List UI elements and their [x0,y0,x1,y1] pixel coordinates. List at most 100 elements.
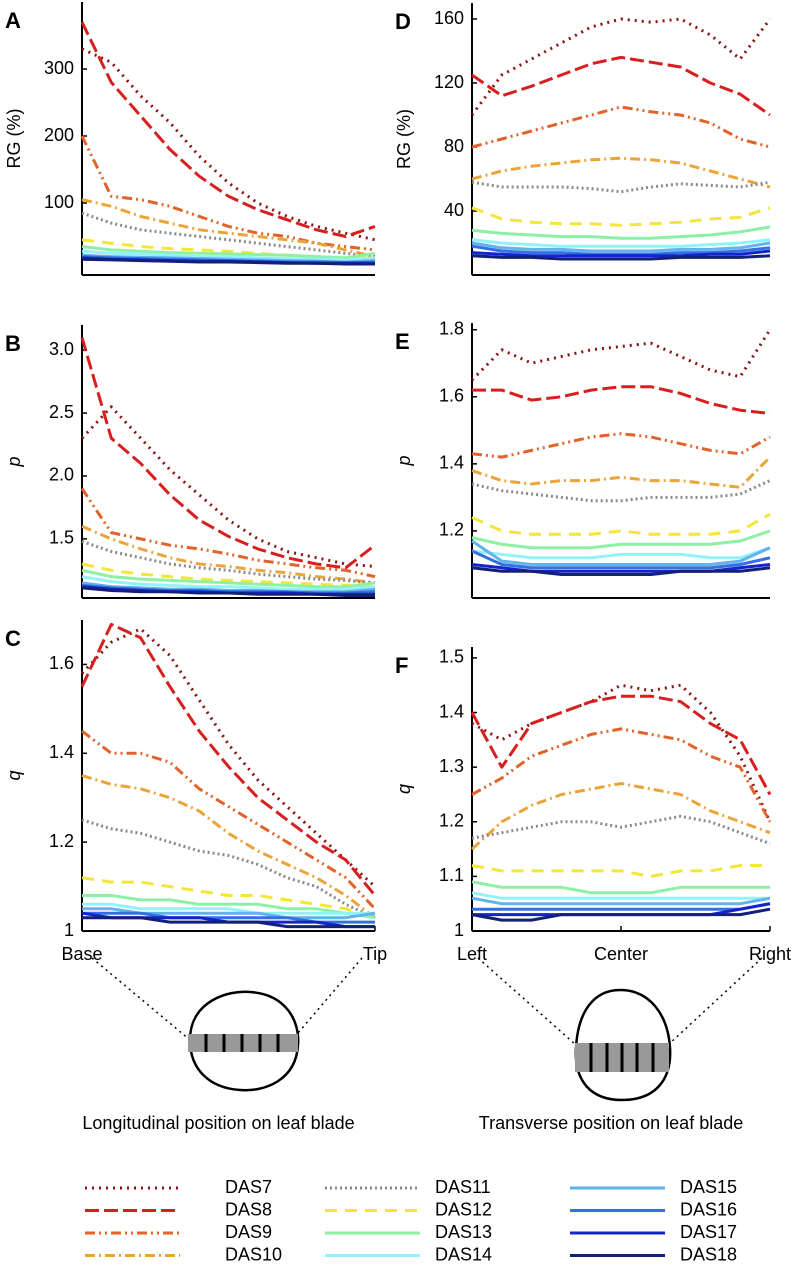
y-axis-label: q [394,784,414,794]
series-line [80,135,376,252]
legend-label: DAS14 [435,1244,492,1264]
legend-label: DAS18 [680,1244,737,1264]
guide-line [291,957,363,1041]
y-tick-label: 160 [434,8,464,28]
series-line [81,911,375,929]
y-tick-label: 1.2 [439,811,464,831]
series-line [81,198,376,259]
y-tick-label: 1.3 [439,756,464,776]
series-line [471,566,771,576]
y-tick-label: 120 [434,72,464,92]
legend-label: DAS17 [680,1222,737,1242]
y-tick-label: 1.4 [439,453,464,473]
y-tick-label: 1.2 [49,831,74,851]
legend-label: DAS8 [225,1199,272,1219]
x-tick-label: Tip [363,944,387,964]
series-line [81,568,376,589]
y-axis-label: p [394,455,414,466]
guide-line [477,957,577,1046]
series-line [80,622,377,897]
y-axis-label: p [4,456,24,467]
y-tick-label: 200 [44,125,74,145]
series-line [81,562,376,589]
guide-line [667,957,763,1046]
y-tick-label: 1.6 [439,386,464,406]
y-tick-label: 3.0 [49,339,74,359]
x-tick-label: Left [457,944,487,964]
panel-label: F [395,653,408,678]
series-line [81,245,376,260]
series-line [470,17,772,116]
series-line [471,206,771,227]
series-line [471,456,772,489]
legend-label: DAS16 [680,1199,737,1219]
series-line [471,432,771,459]
legend-label: DAS7 [225,1177,272,1197]
y-tick-label: 1.8 [439,318,464,338]
series-line [80,405,376,568]
x-tick-label: Right [749,944,791,964]
y-tick-label: 80 [444,136,464,156]
x-tick-label: Center [594,944,648,964]
series-line [81,586,375,597]
y-tick-label: 100 [44,192,74,212]
y-axis-label: RG (%) [4,109,24,169]
series-line [471,896,771,906]
x-axis-label: Transverse position on leaf blade [479,1113,744,1133]
panel-label: C [5,626,21,651]
panel-label: A [5,8,21,33]
series-line [80,21,376,238]
x-axis-label: Longitudinal position on leaf blade [82,1113,354,1133]
panel-label: E [395,329,410,354]
series-line [80,487,376,579]
series-line [82,916,375,929]
series-line [471,864,770,878]
series-line [81,47,376,242]
series-line [471,180,771,194]
y-tick-label: 1.5 [439,647,464,667]
y-tick-label: 1.4 [49,742,74,762]
series-line [81,876,376,920]
series-line [471,105,771,149]
series-line [471,539,771,566]
legend-label: DAS12 [435,1199,492,1219]
series-line [471,156,771,189]
panel-label: D [395,9,411,34]
series-line [471,249,771,258]
series-line [471,512,771,536]
legend-label: DAS15 [680,1177,737,1197]
series-line [472,385,771,415]
series-line [472,902,771,911]
series-line [471,683,772,823]
y-tick-label: 1 [64,920,74,940]
series-line [471,907,771,922]
series-line [471,225,771,240]
y-axis-label: q [4,770,24,780]
series-line [471,891,770,900]
legend-label: DAS9 [225,1222,272,1242]
series-line [471,814,771,846]
legend-label: DAS13 [435,1222,492,1242]
y-tick-label: 1.2 [439,520,464,540]
series-line [82,902,375,915]
guide-line [91,957,191,1041]
y-tick-label: 2.0 [49,465,74,485]
series-line [81,257,375,266]
series-line [82,894,376,920]
series-line [81,211,376,259]
series-line [470,782,771,851]
panel-label: B [5,331,21,356]
series-line [470,694,772,796]
legend-label: DAS10 [225,1244,282,1264]
leaf-transverse [574,988,672,1102]
y-tick-label: 1.1 [439,865,464,885]
series-line [471,254,771,261]
y-tick-label: 1 [454,920,464,940]
x-tick-label: Base [61,944,102,964]
y-tick-label: 1.4 [439,701,464,721]
series-line [81,774,376,919]
series-line [81,539,376,585]
series-line [470,328,772,382]
series-line [81,249,376,262]
y-tick-label: 2.5 [49,402,74,422]
